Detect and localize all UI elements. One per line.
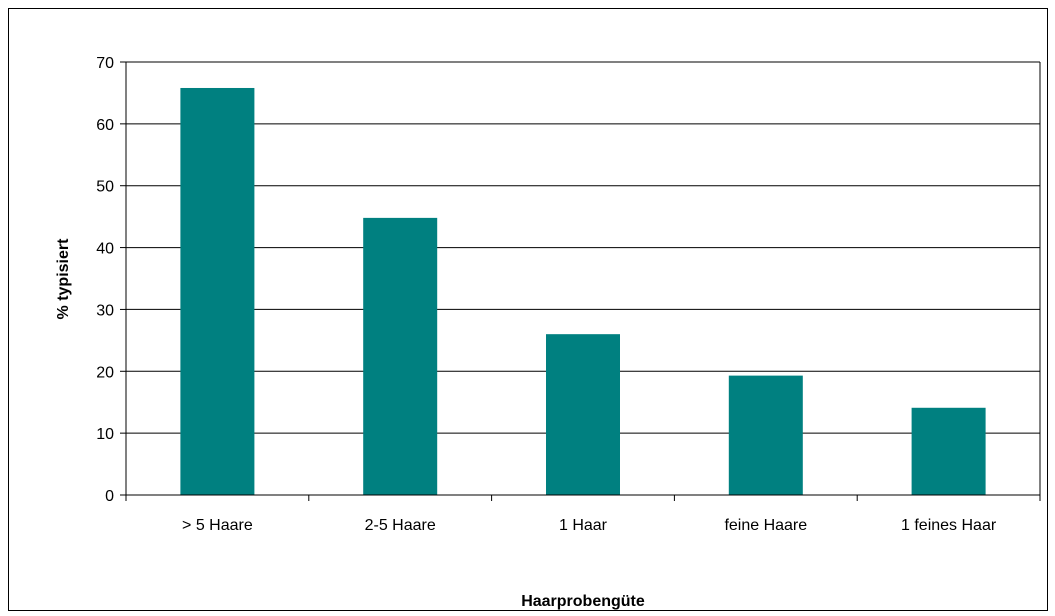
bar [728,375,803,495]
x-axis-title: Haarprobengüte [521,593,645,610]
bar [180,87,255,495]
bars [180,87,986,495]
y-tick-labels: 0 10 20 30 40 50 60 70 [96,55,114,505]
y-tick-label: 40 [96,241,114,258]
y-tick-label: 70 [96,55,114,72]
x-tick-label: 1 feines Haar [901,517,997,534]
x-tick-label: 2-5 Haare [365,517,436,534]
y-tick-label: 30 [96,302,114,319]
y-tick-label: 60 [96,117,114,134]
x-tick-label: 1 Haar [559,517,608,534]
gridlines [126,61,1040,434]
x-tick-label: feine Haare [724,517,807,534]
y-tick-label: 20 [96,364,114,381]
y-axis-title: % typisiert [55,238,72,320]
bar [546,334,620,495]
axes [120,61,1041,501]
bar [911,407,986,495]
bar [363,217,438,495]
x-tick-label: > 5 Haare [182,517,253,534]
x-tick-labels: > 5 Haare 2-5 Haare 1 Haar feine Haare 1 fei… [182,517,997,534]
y-tick-label: 0 [105,488,114,505]
y-tick-label: 10 [96,426,114,443]
y-tick-label: 50 [96,179,114,196]
